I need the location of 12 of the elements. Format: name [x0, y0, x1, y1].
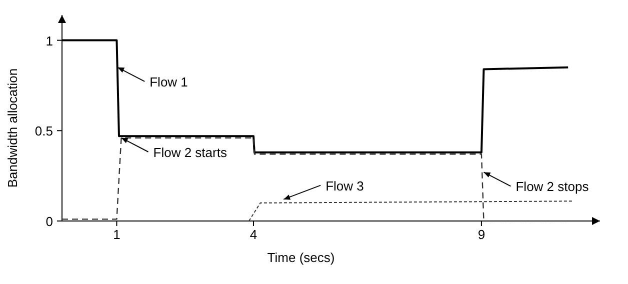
y-axis-title: Bandwidth allocation: [5, 68, 20, 188]
annotation: Flow 2 stops: [516, 179, 590, 194]
y-tick-label: 1: [46, 33, 53, 48]
annotation: Flow 2 starts: [153, 144, 228, 160]
x-tick-label: 4: [250, 227, 258, 242]
x-tick-label: 9: [478, 227, 486, 242]
annotation: Flow 3: [326, 178, 364, 194]
x-tick-label: 1: [113, 227, 120, 242]
x-axis-title: Time (secs): [267, 250, 335, 265]
annotation: Flow 1: [150, 74, 188, 90]
y-tick-label: 0.5: [34, 124, 53, 139]
y-tick-label: 0: [46, 214, 53, 229]
